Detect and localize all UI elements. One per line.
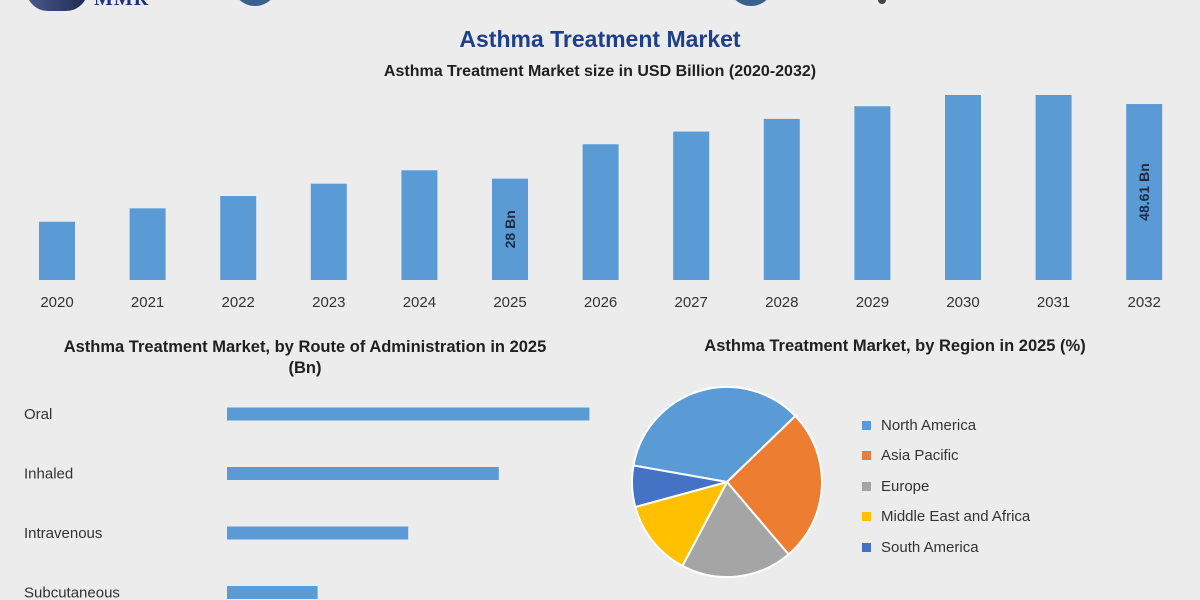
x-tick-label: 2030 [946, 294, 979, 311]
pie-slice [725, 414, 823, 556]
x-tick-label: 2024 [403, 294, 436, 311]
legend-label: North America [881, 416, 977, 434]
legend-item: Middle East and Africa [862, 502, 1030, 533]
bar [945, 95, 981, 280]
legend-label: Middle East and Africa [881, 508, 1031, 526]
legend-item: South America [862, 532, 1030, 563]
market-size-bar-chart: 2020 2021 2022 2023 2024 2025 28 Bn 2026 2027 202… [39, 95, 1163, 311]
route-chart-title-line-2: (Bn) [288, 359, 322, 377]
legend-label: South America [881, 538, 979, 556]
bar [401, 170, 438, 280]
legend-item: Europe [862, 471, 1030, 502]
bar-chart-title: Asthma Treatment Market size in USD Bill… [383, 63, 817, 80]
pie-slice [634, 480, 729, 568]
x-tick-label: 2029 [856, 294, 889, 311]
bar [129, 208, 166, 280]
x-tick-label: 2028 [765, 294, 798, 311]
x-tick-label: 2022 [222, 294, 255, 311]
data-label: 28 Bn [502, 210, 518, 248]
x-tick-label: 2020 [40, 294, 73, 311]
bar [1035, 95, 1072, 281]
x-tick-label: 2023 [312, 294, 345, 311]
region-chart-title: Asthma Treatment Market, by Region in 20… [704, 337, 1086, 355]
bar [310, 183, 347, 280]
bar [227, 467, 499, 480]
bar [227, 586, 318, 599]
x-tick-label: 2021 [131, 294, 164, 311]
pie-slice [631, 464, 728, 509]
bar [673, 131, 710, 280]
bar [39, 221, 75, 280]
bar [492, 178, 528, 280]
bar [227, 407, 590, 421]
legend-item: Asia Pacific [862, 441, 1030, 472]
bar [763, 118, 800, 280]
legend-swatch [862, 542, 871, 552]
legend-swatch [862, 481, 871, 491]
region-pie-chart [631, 386, 823, 578]
route-of-administration-chart: Oral Inhaled Intravenous Subcutaneous [24, 406, 590, 600]
bar [227, 526, 409, 540]
decorative-arc-icon [232, 0, 278, 6]
legend-label: Asia Pacific [881, 447, 959, 465]
header-strip: MMR [0, 0, 1200, 14]
bar [1126, 104, 1163, 280]
x-tick-label: 2032 [1128, 294, 1161, 311]
route-chart-title-line-1: Asthma Treatment Market, by Route of Adm… [63, 338, 547, 356]
x-tick-label: 2031 [1037, 294, 1070, 311]
decorative-dot-icon [878, 0, 886, 4]
route-chart-title: Asthma Treatment Market, by Route of Adm… [10, 337, 600, 379]
logo-text: MMR [94, 0, 149, 11]
bar [220, 196, 257, 280]
page-title: Asthma Treatment Market [459, 26, 741, 52]
category-label: Oral [24, 406, 52, 423]
legend-item: North America [862, 410, 1030, 441]
category-label: Intravenous [24, 525, 102, 542]
pie-slice [632, 386, 797, 484]
legend-swatch [862, 451, 871, 461]
logo-swoosh-icon [26, 0, 88, 11]
bar [854, 106, 891, 281]
legend-swatch [862, 512, 871, 522]
region-legend: North America Asia Pacific Europe Middle Ea… [862, 410, 1030, 563]
x-tick-label: 2025 [493, 294, 526, 311]
brand-logo: MMR [26, 0, 149, 11]
data-label: 48.61 Bn [1136, 163, 1152, 221]
legend-label: Europe [881, 477, 930, 495]
x-tick-label: 2027 [675, 294, 708, 311]
bar [582, 144, 619, 280]
category-label: Inhaled [24, 466, 73, 483]
category-label: Subcutaneous [24, 585, 120, 600]
decorative-arc-icon [728, 0, 774, 6]
legend-swatch [862, 420, 871, 430]
x-tick-label: 2026 [584, 294, 617, 311]
pie-slice [681, 480, 790, 578]
